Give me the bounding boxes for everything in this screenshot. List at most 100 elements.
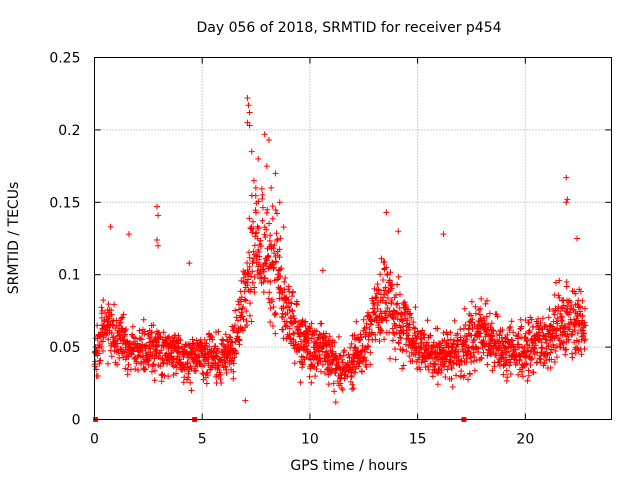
data-point	[559, 340, 566, 347]
data-point	[146, 343, 153, 350]
data-point	[559, 318, 566, 325]
data-point	[123, 326, 130, 333]
data-point	[279, 314, 286, 321]
data-point	[241, 288, 248, 295]
data-point	[215, 363, 222, 370]
data-point	[571, 327, 578, 334]
data-point	[141, 328, 148, 335]
data-point	[578, 351, 585, 358]
data-point	[187, 379, 194, 386]
data-point	[551, 311, 558, 318]
data-point	[282, 274, 289, 281]
x-axis-label: GPS time / hours	[290, 458, 407, 474]
data-point	[292, 317, 299, 324]
data-point	[285, 296, 292, 303]
data-point	[524, 337, 531, 344]
data-point	[281, 286, 288, 293]
data-point	[128, 331, 135, 338]
data-point	[377, 271, 384, 278]
data-point	[258, 274, 265, 281]
data-point	[468, 359, 475, 366]
data-point	[255, 225, 262, 232]
data-point	[537, 319, 544, 326]
data-point	[581, 305, 588, 312]
data-point	[447, 329, 454, 336]
data-point	[211, 360, 218, 367]
data-point	[383, 209, 390, 216]
data-point	[503, 367, 510, 374]
data-point	[394, 281, 401, 288]
data-point	[405, 306, 412, 313]
data-point	[560, 302, 567, 309]
data-point	[262, 275, 269, 282]
data-point	[162, 334, 169, 341]
data-point	[290, 342, 297, 349]
data-point	[449, 383, 456, 390]
data-point	[329, 348, 336, 355]
data-point	[421, 331, 428, 338]
data-point	[269, 203, 276, 210]
data-point	[560, 296, 567, 303]
data-point	[378, 255, 385, 262]
data-point	[273, 258, 280, 265]
data-point	[238, 294, 245, 301]
y-tick-label: 0.25	[49, 51, 80, 67]
x-tick-label: 0	[90, 432, 99, 448]
data-point	[353, 318, 360, 325]
data-point	[389, 281, 396, 288]
data-point	[406, 311, 413, 318]
data-point	[478, 355, 485, 362]
data-point	[297, 329, 304, 336]
data-point	[276, 254, 283, 261]
data-point	[504, 374, 511, 381]
data-point	[507, 359, 514, 366]
data-point	[285, 283, 292, 290]
data-point	[271, 250, 278, 257]
data-point	[486, 310, 493, 317]
data-point	[516, 344, 523, 351]
data-point	[276, 246, 283, 253]
data-point	[288, 293, 295, 300]
data-point	[530, 369, 537, 376]
data-point	[257, 261, 264, 268]
data-point	[155, 242, 162, 249]
data-point	[356, 360, 363, 367]
data-point	[410, 319, 417, 326]
data-point	[286, 307, 293, 314]
data-point	[258, 185, 265, 192]
data-point	[217, 371, 224, 378]
data-point	[308, 379, 315, 386]
data-point	[502, 345, 509, 352]
data-point	[512, 361, 519, 368]
data-point	[377, 328, 384, 335]
data-point	[382, 314, 389, 321]
data-point	[475, 345, 482, 352]
data-point	[127, 366, 134, 373]
data-point	[284, 310, 291, 317]
data-point	[247, 300, 254, 307]
data-point	[463, 355, 470, 362]
data-point	[581, 345, 588, 352]
data-point	[264, 257, 271, 264]
data-point	[399, 365, 406, 372]
data-point	[494, 313, 501, 320]
data-point	[521, 334, 528, 341]
data-point	[108, 353, 115, 360]
data-point	[257, 237, 264, 244]
data-point	[122, 365, 129, 372]
data-point	[129, 323, 136, 330]
data-point	[118, 315, 125, 322]
data-point	[125, 231, 132, 238]
data-point	[406, 353, 413, 360]
data-point	[519, 373, 526, 380]
data-point	[393, 292, 400, 299]
data-point	[581, 319, 588, 326]
data-point	[95, 350, 102, 357]
data-point	[433, 369, 440, 376]
data-point	[448, 375, 455, 382]
data-point	[332, 399, 339, 406]
data-point	[457, 334, 464, 341]
data-point	[107, 223, 114, 230]
data-point	[258, 243, 265, 250]
data-point	[232, 322, 239, 329]
